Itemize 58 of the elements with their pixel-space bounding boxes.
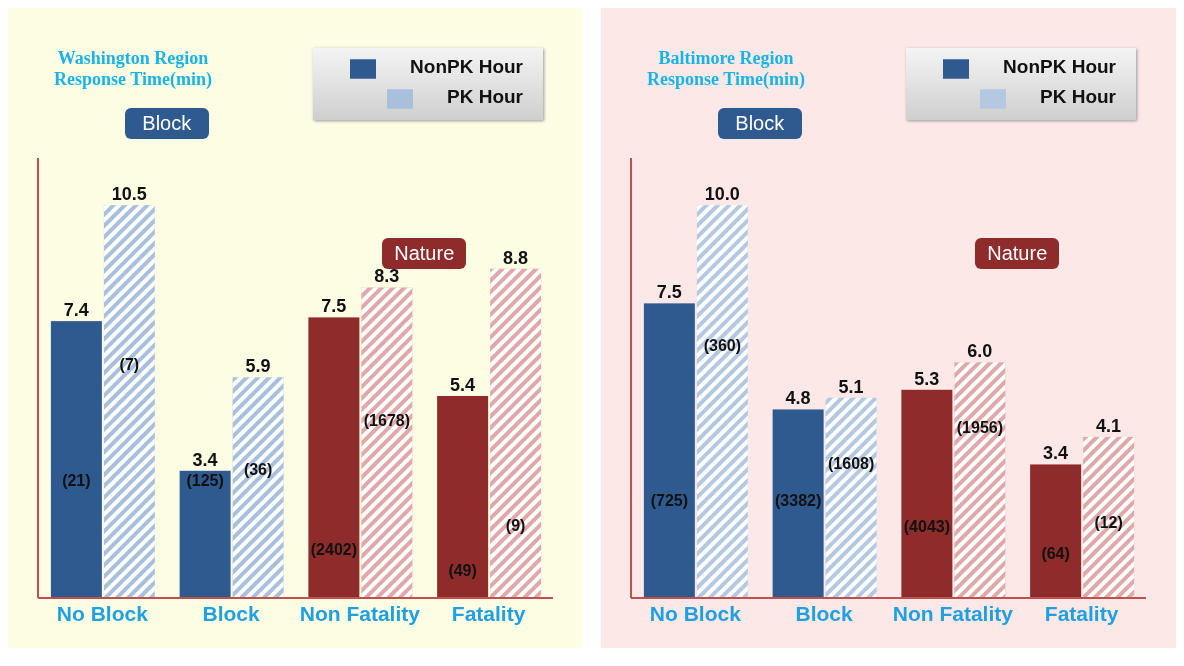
data-label: 10.5 (111, 184, 147, 205)
annotation: (1608) (828, 454, 875, 472)
annotation: (3382) (775, 491, 822, 509)
annotation: (12) (1094, 513, 1123, 531)
data-label: 8.3 (374, 266, 400, 287)
annotation: (2402) (310, 541, 357, 559)
bar (901, 389, 953, 598)
data-label: 7.5 (656, 282, 682, 303)
data-label: 5.9 (245, 356, 271, 377)
annotation: (360) (703, 336, 742, 354)
data-label: 7.4 (63, 300, 89, 321)
x-tick-label: Fatality (451, 601, 526, 625)
annotation: (1956) (956, 419, 1003, 437)
annotation: (21) (62, 472, 91, 490)
data-label: 4.1 (1096, 415, 1122, 436)
annotation: (64) (1041, 545, 1070, 563)
annotation: Nature (394, 242, 455, 264)
data-label: 4.8 (785, 388, 811, 409)
data-label: 5.4 (450, 374, 476, 395)
bar (772, 409, 824, 598)
x-tick-label: Block (202, 601, 261, 625)
data-label: 5.1 (838, 376, 864, 397)
data-label: 6.0 (967, 341, 993, 362)
annotation: (49) (448, 562, 477, 580)
annotation: Nature (975, 238, 1060, 269)
chart-title: Washington Region Response Time(min) (53, 48, 213, 90)
data-label: 5.3 (914, 368, 940, 389)
data-label: 3.4 (1043, 443, 1069, 464)
annotation: (36) (243, 461, 273, 479)
annotation: (1678) (363, 412, 410, 430)
annotation: (125) (186, 472, 224, 490)
data-label: 10.0 (704, 184, 740, 205)
x-tick-label: Non Fatality (299, 601, 421, 625)
annotation: (7) (119, 356, 140, 374)
bar (643, 303, 695, 598)
data-label: 7.5 (321, 296, 347, 317)
annotation: (725) (650, 491, 689, 509)
annotation: (9) (505, 517, 526, 535)
legend-label: NonPK Hour (410, 56, 523, 77)
text: Block (717, 108, 802, 139)
x-tick-label: Block (795, 601, 854, 625)
x-tick-label: No Block (56, 601, 149, 625)
legend-label: PK Hour (447, 86, 523, 107)
data-label: 8.8 (503, 247, 529, 268)
x-tick-label: Fatality (1044, 601, 1119, 625)
legend-label: NonPK Hour (1003, 56, 1116, 77)
text: Block (124, 108, 209, 139)
x-tick-label: Non Fatality (892, 601, 1014, 625)
bar (1030, 464, 1082, 598)
bar (50, 321, 102, 598)
legend-label: PK Hour (1040, 86, 1116, 107)
chart-title: Baltimore Region Response Time(min) (646, 48, 806, 90)
annotation: (4043) (903, 517, 950, 535)
bar (308, 317, 360, 598)
data-label: 3.4 (192, 449, 218, 470)
bar (437, 395, 489, 598)
x-tick-label: No Block (649, 601, 742, 625)
bar (179, 470, 231, 598)
